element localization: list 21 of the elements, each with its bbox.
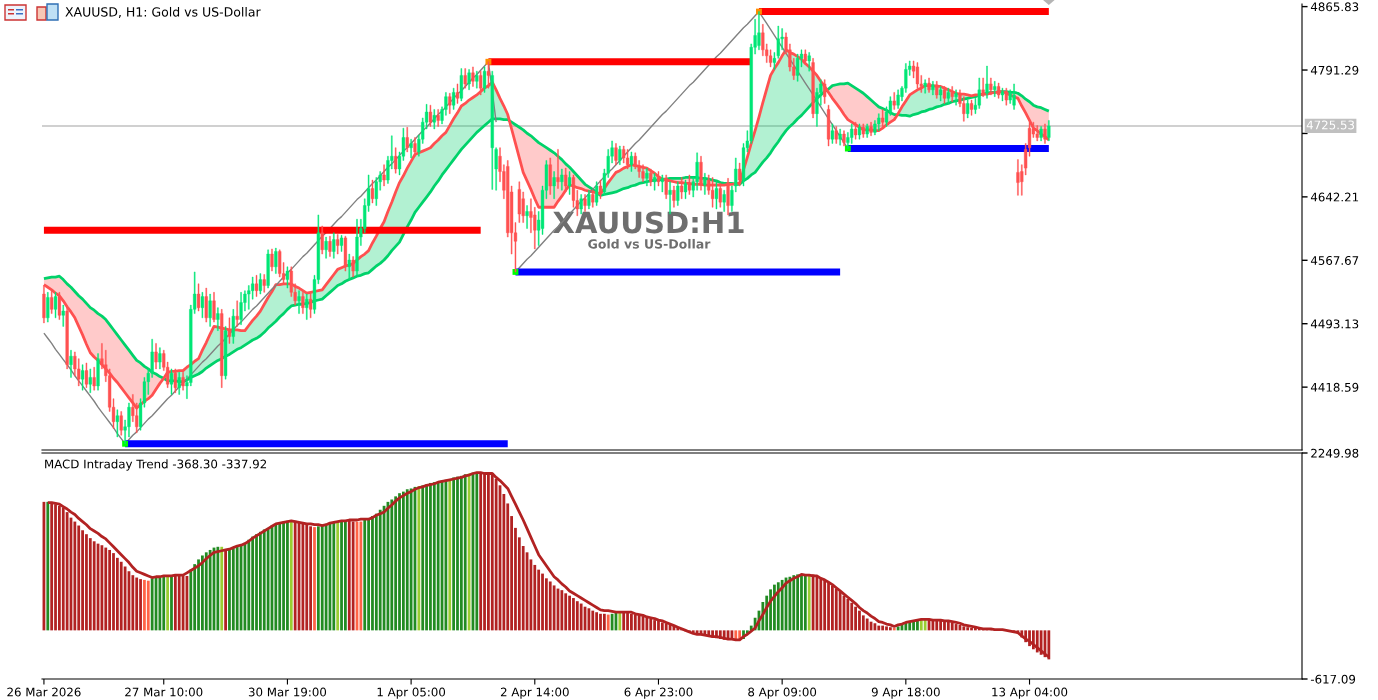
- x-tick-label: 1 Apr 05:00: [377, 687, 446, 699]
- y-tick-label: 4865.83: [1310, 2, 1359, 12]
- x-tick-label: 9 Apr 18:00: [871, 687, 940, 699]
- y-tick-label: 2249.98: [1311, 448, 1359, 458]
- x-tick-label: 2 Apr 14:00: [500, 687, 569, 699]
- y-tick-label: 4493.13: [1310, 319, 1359, 329]
- y-tick-label: 4642.21: [1310, 192, 1359, 202]
- y-tick-label: 4418.59: [1310, 382, 1359, 392]
- ref-line-label: 4725.53: [1306, 120, 1355, 130]
- x-tick-label: 26 Mar 2026: [7, 687, 81, 697]
- x-tick-label: 30 Mar 19:00: [248, 687, 327, 697]
- x-tick-label: 6 Apr 23:00: [624, 687, 693, 699]
- annotation: Gold vs US-Dollar: [588, 238, 711, 249]
- x-tick-label: 13 Apr 04:00: [992, 687, 1068, 699]
- text: MACD Intraday Trend -368.30 -337.92: [45, 459, 267, 471]
- chart-title: XAUUSD, H1: Gold vs US-Dollar: [65, 6, 261, 18]
- x-tick-label: 27 Mar 10:00: [125, 687, 203, 697]
- y-tick-label: 4567.67: [1310, 256, 1359, 265]
- x-tick-label: 8 Apr 09:00: [748, 687, 817, 699]
- y-tick-label: -617.09: [1310, 674, 1356, 684]
- y-tick-label: 4791.29: [1310, 65, 1359, 75]
